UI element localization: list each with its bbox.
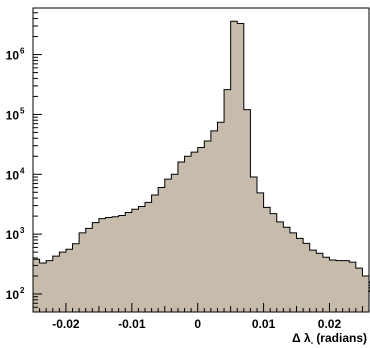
y-tick-label: 10 (6, 108, 20, 122)
y-tick-base: 10 (6, 288, 20, 302)
x-tick-label: 0.01 (252, 317, 276, 331)
y-tick-base: 10 (6, 168, 20, 182)
y-tick-base: 10 (6, 108, 20, 122)
y-tick-exponent: 3 (20, 226, 25, 235)
plot-area (32, 20, 370, 313)
x-axis-label-subscript: - (311, 338, 314, 347)
x-axis-label-delta: Δ λ (292, 331, 311, 345)
x-tick-label: -0.02 (52, 317, 80, 331)
y-tick-label: 10 (6, 228, 20, 242)
y-tick-exponent: 2 (20, 286, 25, 295)
histogram-bars (32, 20, 370, 313)
y-tick-label: 10 (6, 288, 20, 302)
x-axis-label: Δ λ- (radians) (292, 331, 367, 347)
x-tick-label: -0.01 (118, 317, 146, 331)
x-tick-label: 0.02 (318, 317, 342, 331)
x-axis-ticks: -0.02 -0.01 0 0.01 0.02 (32, 303, 370, 331)
y-tick-exponent: 5 (20, 106, 25, 115)
y-tick-label: 10 (6, 168, 20, 182)
y-tick-exponent: 4 (20, 166, 25, 175)
y-tick-base: 10 (6, 49, 20, 63)
y-tick-label: 10 (6, 49, 20, 63)
x-tick-label: 0 (194, 317, 201, 331)
y-tick-base: 10 (6, 228, 20, 242)
y-tick-exponent: 6 (20, 47, 25, 56)
plot-frame (32, 7, 370, 313)
x-axis-label-units: (radians) (316, 331, 367, 345)
